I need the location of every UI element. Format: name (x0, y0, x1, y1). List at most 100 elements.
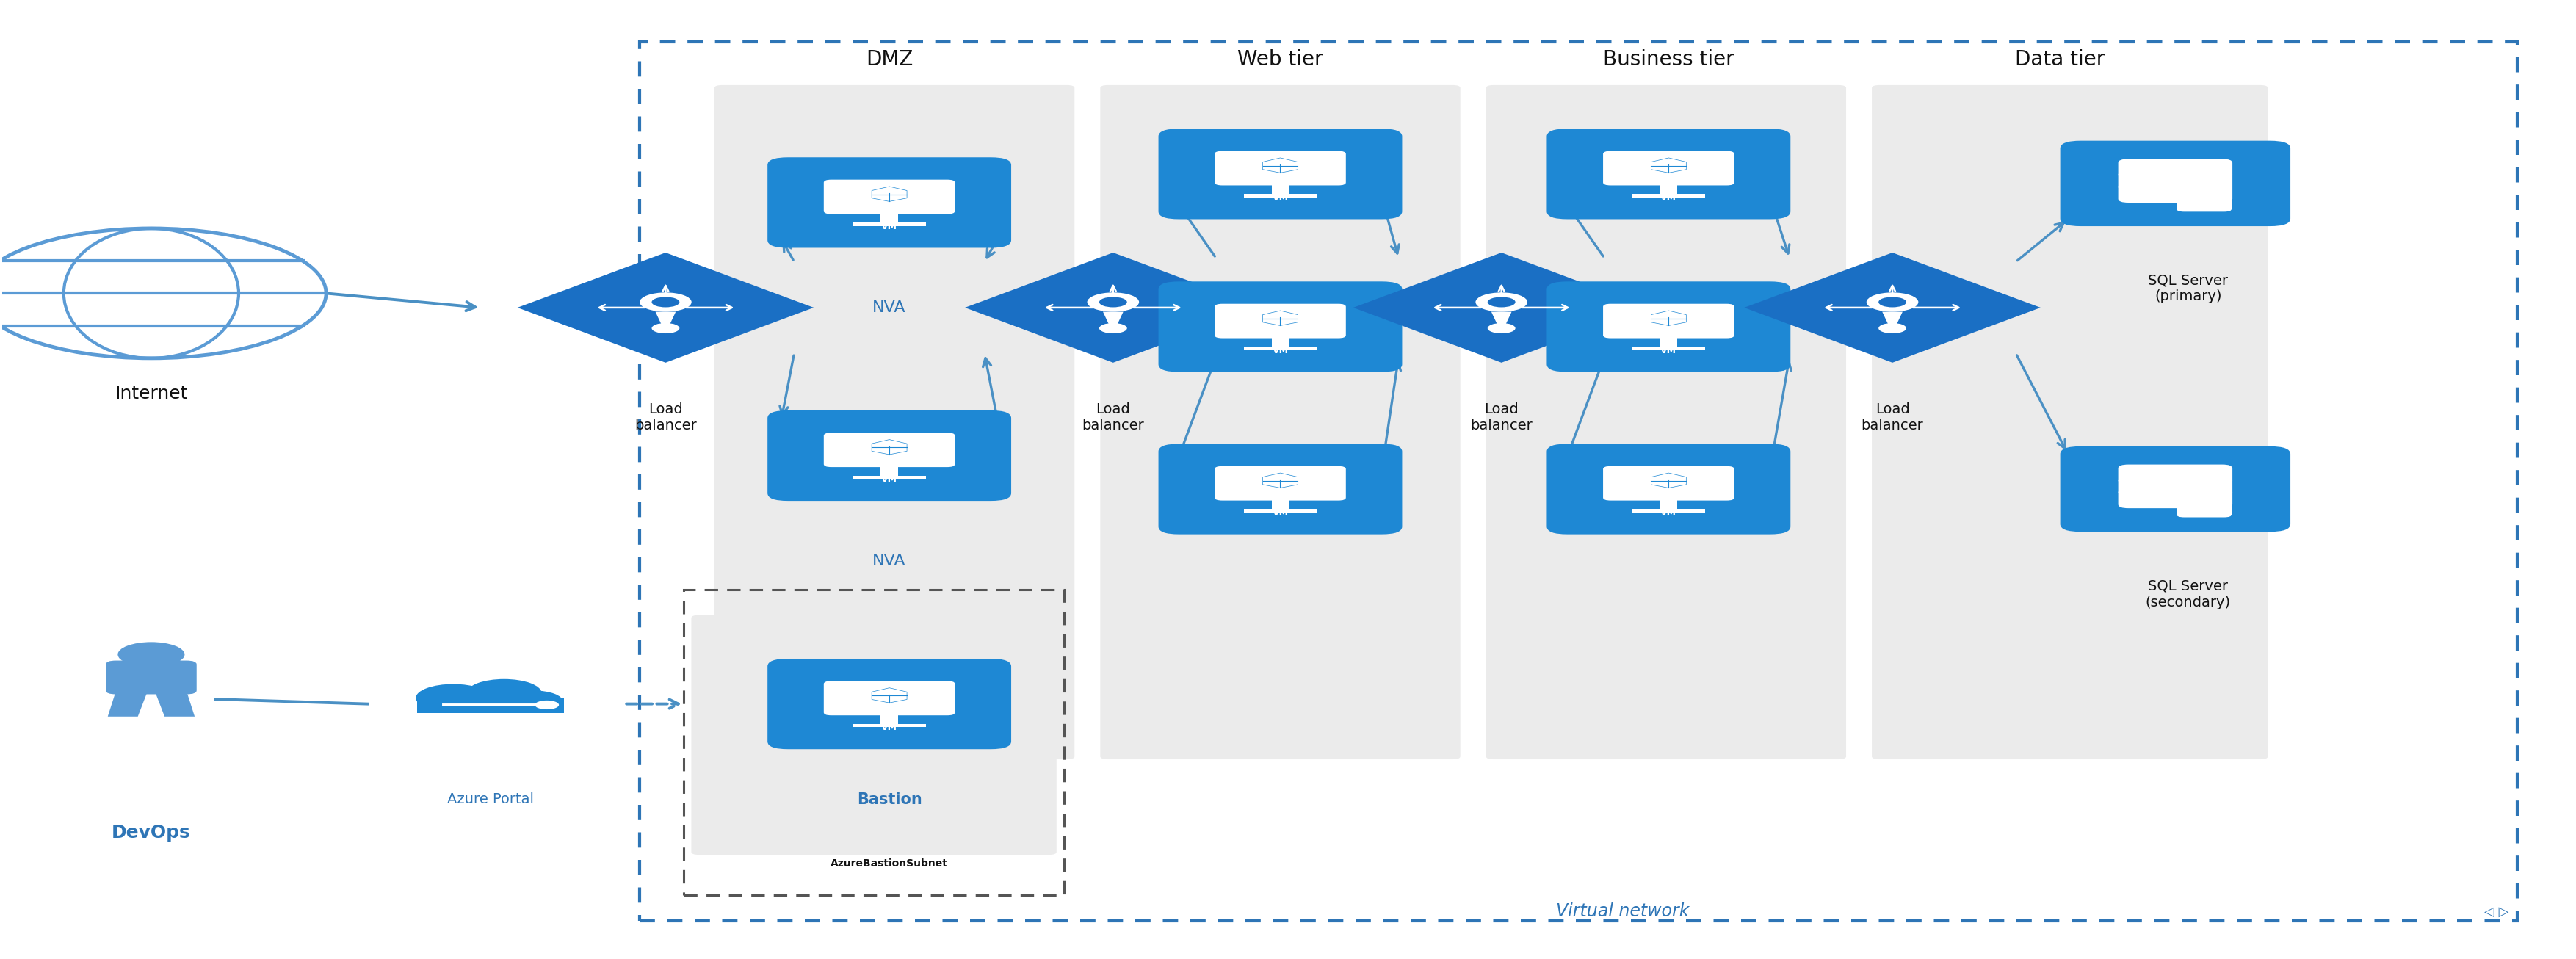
Polygon shape (871, 688, 907, 703)
Bar (853, 724, 925, 727)
Circle shape (652, 297, 680, 307)
Circle shape (1100, 297, 1126, 307)
Circle shape (1878, 297, 1906, 307)
Text: VM: VM (1662, 345, 1677, 355)
Polygon shape (1492, 312, 1512, 325)
Circle shape (639, 292, 690, 312)
Text: Data tier: Data tier (2014, 49, 2105, 70)
FancyBboxPatch shape (768, 659, 1012, 749)
Bar (683, 590, 1064, 895)
Text: Business tier: Business tier (1602, 49, 1734, 70)
Polygon shape (654, 312, 675, 325)
FancyBboxPatch shape (2177, 198, 2231, 212)
FancyBboxPatch shape (2117, 159, 2233, 178)
Text: Bastion: Bastion (858, 792, 922, 807)
Circle shape (2192, 500, 2215, 508)
Text: VM: VM (881, 723, 896, 733)
Bar (417, 698, 564, 713)
Polygon shape (1262, 158, 1298, 173)
FancyBboxPatch shape (1546, 444, 1790, 534)
Polygon shape (155, 690, 196, 716)
FancyBboxPatch shape (1216, 304, 1345, 339)
Text: AzureBastionSubnet: AzureBastionSubnet (829, 858, 948, 869)
FancyBboxPatch shape (1486, 85, 1847, 760)
FancyBboxPatch shape (1602, 151, 1734, 185)
Polygon shape (1744, 252, 2040, 363)
Polygon shape (1103, 312, 1123, 325)
Text: VM: VM (1273, 345, 1288, 355)
Text: VM: VM (881, 222, 896, 231)
Text: NVA: NVA (873, 300, 907, 315)
Bar (1244, 194, 1316, 198)
Text: Internet: Internet (116, 385, 188, 403)
Bar (881, 211, 899, 222)
Bar (1244, 347, 1316, 350)
FancyBboxPatch shape (1216, 151, 1345, 185)
FancyBboxPatch shape (1873, 85, 2267, 760)
FancyBboxPatch shape (1602, 304, 1734, 339)
FancyBboxPatch shape (2061, 446, 2290, 532)
Circle shape (505, 690, 564, 713)
FancyBboxPatch shape (2117, 171, 2233, 191)
Bar (1659, 182, 1677, 194)
Text: ◁ ▷: ◁ ▷ (2483, 905, 2509, 919)
Bar (1659, 498, 1677, 509)
Text: SQL Server
(secondary): SQL Server (secondary) (2146, 579, 2231, 609)
FancyBboxPatch shape (1546, 129, 1790, 220)
Text: VM: VM (1273, 508, 1288, 518)
FancyBboxPatch shape (1602, 466, 1734, 501)
Polygon shape (966, 252, 1262, 363)
FancyBboxPatch shape (2117, 477, 2233, 496)
Text: DevOps: DevOps (111, 824, 191, 842)
Text: VM: VM (881, 475, 896, 484)
Polygon shape (1651, 158, 1687, 173)
Text: VM: VM (1662, 193, 1677, 202)
Polygon shape (871, 439, 907, 455)
FancyBboxPatch shape (106, 661, 196, 694)
FancyBboxPatch shape (690, 615, 1056, 854)
Circle shape (652, 323, 680, 334)
Bar (881, 464, 899, 476)
FancyBboxPatch shape (1216, 466, 1345, 501)
FancyBboxPatch shape (2117, 464, 2233, 484)
Text: NVA: NVA (873, 553, 907, 568)
Bar (639, 42, 2517, 921)
Text: SQL Server
(primary): SQL Server (primary) (2148, 273, 2228, 304)
FancyBboxPatch shape (1159, 444, 1401, 534)
FancyBboxPatch shape (2061, 141, 2290, 226)
Circle shape (415, 684, 489, 712)
Polygon shape (518, 252, 814, 363)
Text: Load
balancer: Load balancer (1471, 403, 1533, 433)
Circle shape (1476, 292, 1528, 312)
Bar (1273, 182, 1288, 194)
Circle shape (1486, 297, 1515, 307)
FancyBboxPatch shape (1100, 85, 1461, 760)
Circle shape (1868, 292, 1919, 312)
Text: Load
balancer: Load balancer (634, 403, 696, 433)
Polygon shape (1262, 473, 1298, 488)
Text: DMZ: DMZ (866, 49, 912, 70)
Bar (1633, 347, 1705, 350)
Circle shape (536, 700, 559, 710)
Bar (1633, 509, 1705, 512)
Circle shape (459, 691, 510, 712)
Text: Azure Portal: Azure Portal (448, 792, 533, 807)
Polygon shape (108, 690, 147, 716)
Bar (1273, 336, 1288, 347)
FancyBboxPatch shape (2117, 488, 2233, 508)
Text: VM: VM (1273, 193, 1288, 202)
Polygon shape (1352, 252, 1649, 363)
FancyBboxPatch shape (714, 85, 1074, 760)
FancyBboxPatch shape (1546, 282, 1790, 372)
Polygon shape (871, 186, 907, 201)
FancyBboxPatch shape (2177, 503, 2231, 517)
Text: Load
balancer: Load balancer (1082, 403, 1144, 433)
Text: Load
balancer: Load balancer (1862, 403, 1924, 433)
Bar (1633, 194, 1705, 198)
Bar (853, 476, 925, 479)
FancyBboxPatch shape (824, 433, 956, 467)
Polygon shape (1651, 311, 1687, 326)
FancyBboxPatch shape (1159, 282, 1401, 372)
Polygon shape (1262, 311, 1298, 326)
Circle shape (1087, 292, 1139, 312)
